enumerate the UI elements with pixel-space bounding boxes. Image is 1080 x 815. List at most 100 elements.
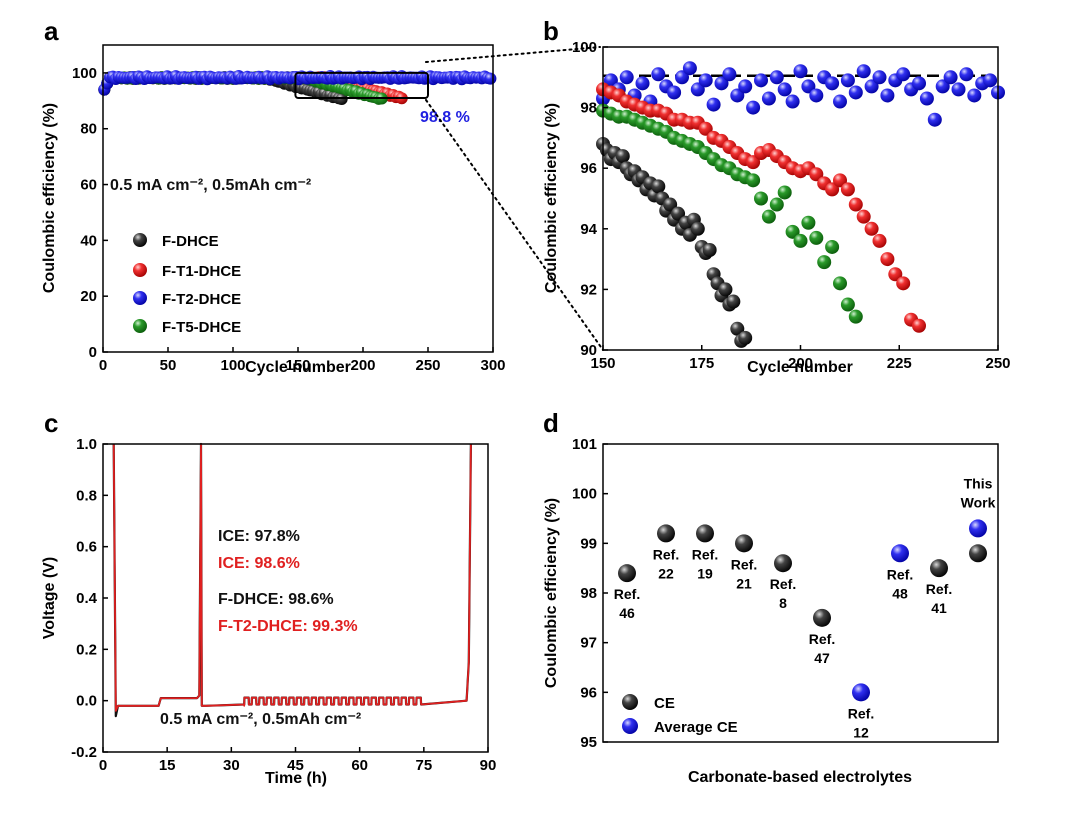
panel-a-annotation: 0.5 mA cm⁻², 0.5mAh cm⁻²: [110, 177, 311, 194]
panel-b-point-f-t2-dhce: [983, 73, 998, 88]
panel-b-point-f-dhce: [730, 321, 745, 336]
panel-d-xlabel: Carbonate-based electrolytes: [688, 769, 912, 786]
panel-d-legend: CE Average CE: [622, 694, 738, 736]
panel-d-data: Ref. 46 Ref. 22 Ref. 19 Ref. 21 Ref. 8 Ref. 47 Ref. 1…: [614, 475, 996, 740]
zoom-connector-top: [425, 46, 601, 63]
panel-b-ticks: 150 175 200 225 250 90 92 94 96 98 100: [572, 39, 1011, 372]
panel-c-xtick-label: 60: [351, 757, 368, 774]
panel-b-point-f-t5-dhce: [809, 230, 824, 245]
panel-c-ytick-label: -0.2: [71, 744, 97, 761]
legend-marker-f-t5-dhce: [133, 319, 147, 333]
legend-label-f-t5-dhce: F-T5-DHCE: [162, 319, 241, 336]
zoom-connector-bottom: [425, 99, 604, 351]
panel-b-point-f-t2-dhce: [967, 88, 982, 103]
panel-b-point-f-t1-dhce: [833, 173, 847, 188]
panel-b-point-f-dhce: [718, 282, 733, 297]
legend-marker-f-dhce: [133, 233, 147, 247]
panel-b-xtick-label: 200: [788, 355, 813, 372]
panel-c-xtick-label: 90: [480, 757, 497, 774]
panel-d-ytick-label: 101: [572, 436, 597, 453]
panel-c-ytick-label: 0.0: [76, 693, 97, 710]
panel-b-point-f-t2-dhce: [667, 85, 682, 100]
panel-label-d: d: [543, 408, 559, 438]
panel-b-point-f-t2-dhce: [682, 61, 697, 76]
panel-a-chart: 0 50 100 150 200 250 300 0 20 40 60 80 100 Cycle num…: [41, 44, 506, 376]
panel-c-ticks: 0 15 30 45 60 75 90 -0.2 0.0 0.2 0.4 0.6 0.8 1.0: [71, 436, 496, 774]
panel-c-ytick-label: 0.8: [76, 487, 97, 504]
legend-marker-f-t1-dhce: [133, 263, 147, 277]
panel-b-point-f-t2-dhce: [801, 79, 816, 94]
panel-d-point-ref-12: [852, 683, 870, 702]
panel-b-data: [596, 61, 1005, 348]
panel-b-point-f-t1-dhce: [864, 221, 879, 236]
panel-c-xtick-label: 45: [287, 757, 304, 774]
panel-d-ref-label: Ref.: [887, 566, 913, 582]
panel-b-ytick-label: 98: [580, 100, 597, 117]
legend-label-f-dhce: F-DHCE: [162, 233, 219, 250]
panel-c-annotation: 0.5 mA cm⁻², 0.5mAh cm⁻²: [160, 711, 361, 728]
panel-c-f-t2-dhce-ce: F-T2-DHCE: 99.3%: [218, 618, 358, 635]
panel-b-point-f-t1-dhce: [698, 121, 713, 136]
panel-b-point-f-dhce: [663, 197, 678, 212]
panel-b-xtick-label: 225: [887, 355, 912, 372]
panel-b-xtick-label: 175: [689, 355, 714, 372]
panel-c-voltage-line-red: [112, 443, 472, 712]
panel-a-value-label: 98.8 %: [420, 109, 470, 126]
panel-d-point-ref-47: [813, 608, 831, 627]
panel-b-point-f-t2-dhce: [690, 82, 705, 97]
panel-d-ref-label: Work: [961, 494, 996, 510]
panel-c-xtick-label: 75: [415, 757, 432, 774]
panel-b-point-f-t1-dhce: [896, 276, 911, 291]
panel-b-point-f-t2-dhce: [706, 97, 721, 112]
panel-label-a: a: [44, 16, 59, 46]
panel-b-ytick-label: 94: [580, 221, 597, 238]
panel-a-ticks: 0 50 100 150 200 250 300 0 20 40 60 80 100: [72, 65, 506, 374]
panel-d-ref-label: 21: [736, 575, 752, 591]
panel-b-point-f-t1-dhce: [809, 167, 824, 182]
panel-b-point-f-t2-dhce: [635, 76, 650, 91]
panel-b-xlabel: Cycle number: [747, 359, 853, 376]
panel-b-point-f-t2-dhce: [651, 67, 666, 82]
panel-a-xtick-label: 200: [350, 357, 375, 374]
panel-a-point-f-t2-dhce: [484, 72, 497, 85]
legend-marker-f-t2-dhce: [133, 291, 147, 305]
panel-c-voltage-line-black: [112, 442, 472, 718]
panel-b-point-f-t5-dhce: [801, 215, 816, 230]
panel-b-point-f-t1-dhce: [880, 252, 895, 267]
panel-b-point-f-t2-dhce: [722, 67, 737, 82]
panel-d-ref-label: 41: [931, 600, 947, 616]
panel-b-ytick-label: 90: [580, 342, 597, 359]
panel-b-point-f-t2-dhce: [896, 67, 911, 82]
panel-b-point-f-dhce: [702, 243, 717, 258]
panel-a-data: [98, 70, 497, 105]
panel-d-ytick-label: 95: [580, 734, 597, 751]
panel-a-xtick-label: 50: [160, 357, 177, 374]
panel-c-ice-red: ICE: 98.6%: [218, 555, 300, 572]
panel-b-point-f-t2-dhce: [825, 76, 840, 91]
panel-b-point-f-dhce: [690, 221, 705, 236]
panel-d-ref-label: Ref.: [692, 546, 718, 562]
panel-b-point-f-t5-dhce: [761, 209, 776, 224]
panel-b-point-f-t2-dhce: [603, 73, 618, 88]
panel-d-chart: 95 96 97 98 99 100 101 Ref. 46 Ref. 22 Ref. 19 Ref. 2…: [543, 436, 999, 786]
panel-b-point-f-t2-dhce: [912, 76, 926, 91]
panel-d-ref-label: Ref.: [614, 586, 640, 602]
panel-b-point-f-t2-dhce: [943, 70, 958, 85]
panel-d-ref-label: 12: [853, 724, 869, 740]
panel-b-point-f-t2-dhce: [769, 70, 784, 85]
panel-a-ytick-label: 80: [80, 121, 97, 138]
panel-b-point-f-t1-dhce: [912, 318, 926, 333]
panel-b-point-f-t1-dhce: [856, 209, 871, 224]
panel-a-ytick-label: 100: [72, 65, 97, 82]
panel-d-point-ref-46: [618, 564, 636, 583]
panel-d-ref-label: 48: [892, 585, 908, 601]
panel-b-point-f-t2-dhce: [698, 73, 713, 88]
panel-b-point-f-t5-dhce: [785, 224, 800, 239]
legend-label-average-ce: Average CE: [654, 719, 738, 736]
panel-b-point-f-t2-dhce: [872, 70, 887, 85]
panel-a-legend: F-DHCE F-T1-DHCE F-T2-DHCE F-T5-DHCE: [133, 233, 241, 336]
panel-label-b: b: [543, 16, 559, 46]
panel-a-ytick-label: 60: [80, 177, 97, 194]
panel-d-ref-label: Ref.: [770, 576, 796, 592]
panel-d-ytick-label: 100: [572, 486, 597, 503]
